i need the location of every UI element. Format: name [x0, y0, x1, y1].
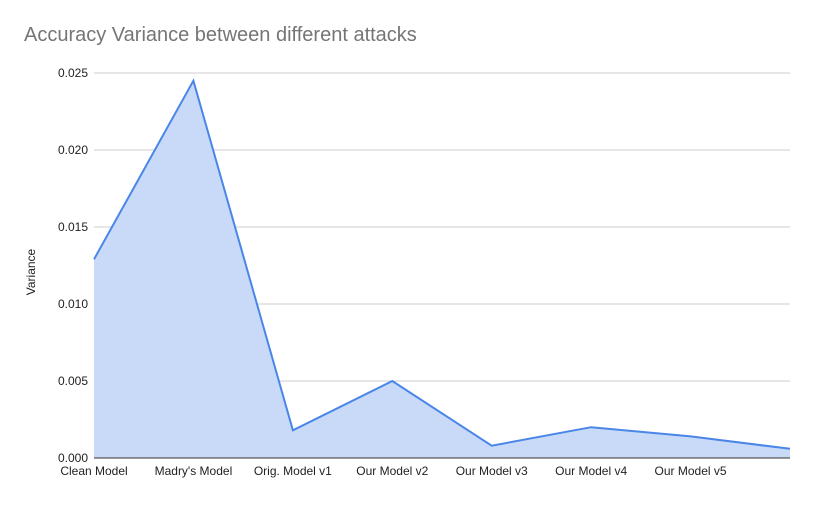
- x-tick-label: Orig. Model v1: [254, 464, 332, 478]
- x-tick-label: Clean Model: [60, 464, 127, 478]
- x-tick-label: Our Model v4: [555, 464, 627, 478]
- y-axis-label: Variance: [24, 248, 38, 295]
- x-tick-label: Madry's Model: [155, 464, 233, 478]
- chart-title: Accuracy Variance between different atta…: [24, 24, 417, 46]
- area-fill: [94, 80, 790, 458]
- x-tick-label: Our Model v3: [456, 464, 528, 478]
- y-tick-label: 0.000: [58, 451, 88, 465]
- x-tick-labels: Clean Model Madry's Model Orig. Model v1 Ou…: [60, 464, 727, 478]
- series-line: [93, 78, 791, 450]
- y-tick-label: 0.010: [58, 297, 88, 311]
- y-tick-label: 0.025: [58, 66, 88, 80]
- x-tick-label: Our Model v5: [655, 464, 727, 478]
- x-tick-label: Our Model v2: [356, 464, 428, 478]
- y-tick-label: 0.005: [58, 374, 88, 388]
- y-tick-labels: 0.000 0.005 0.010 0.015 0.020 0.025: [58, 66, 88, 465]
- y-tick-label: 0.015: [58, 220, 88, 234]
- y-tick-label: 0.020: [58, 143, 88, 157]
